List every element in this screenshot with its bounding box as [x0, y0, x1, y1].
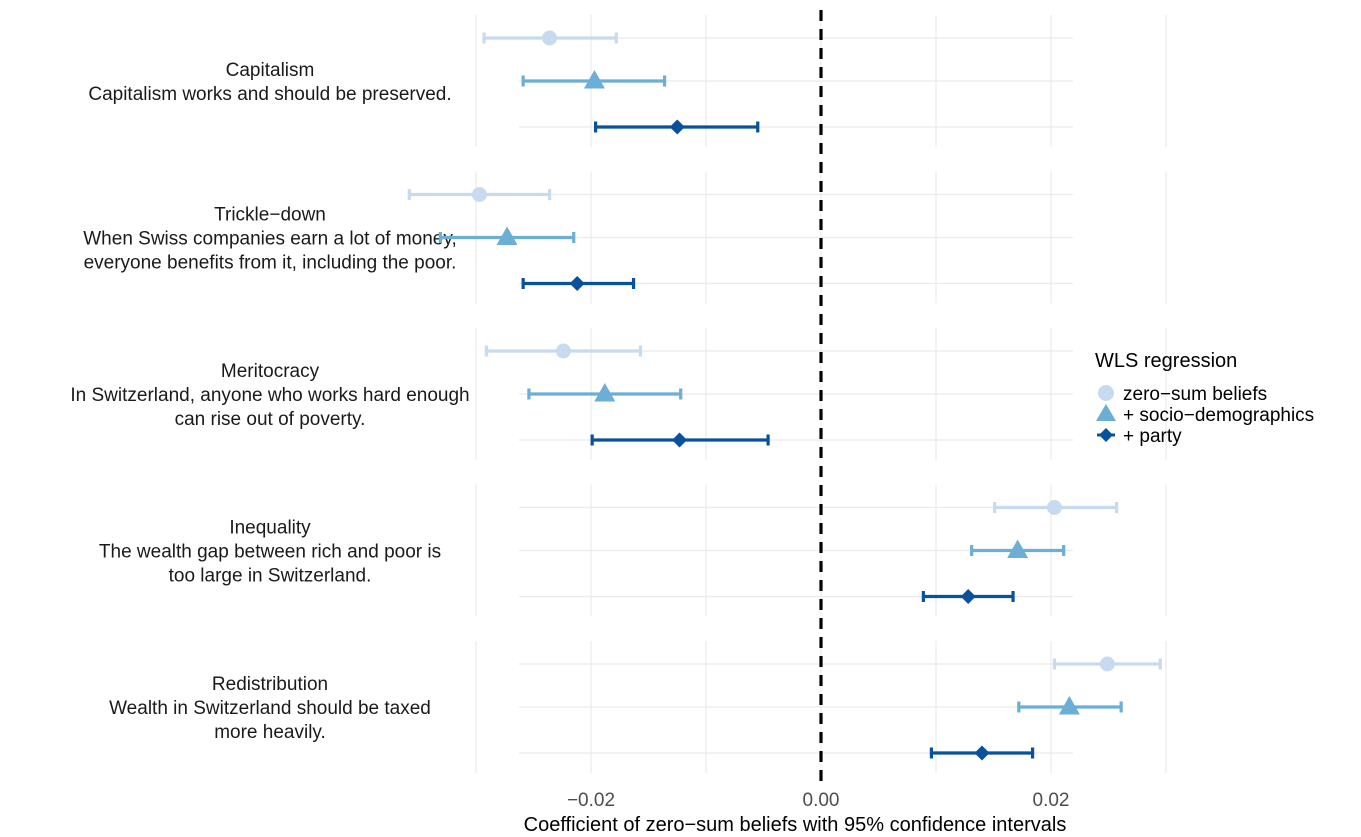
legend: WLS regression zero−sum beliefs+ socio−d…	[1095, 350, 1314, 447]
panel-label-line: Wealth in Switzerland should be taxed	[109, 698, 431, 719]
point-triangle	[583, 70, 605, 89]
point-triangle	[1007, 539, 1029, 558]
panel-label-line: more heavily.	[214, 722, 326, 743]
point-diamond	[960, 589, 976, 604]
legend-label: + socio−demographics	[1123, 405, 1314, 426]
legend-item: zero−sum beliefs	[1098, 384, 1267, 405]
estimate-triangle	[970, 539, 1066, 558]
point-diamond	[672, 432, 688, 448]
panel-label-line: too large in Switzerland.	[169, 566, 372, 587]
x-tick-label: 0.02	[1033, 790, 1070, 811]
estimate-diamond	[590, 432, 770, 448]
panel-label: Meritocracy In Switzerland, anyone who wo…	[70, 361, 469, 430]
legend-items: zero−sum beliefs+ socio−demographics+ pa…	[1096, 384, 1314, 447]
legend-label: + party	[1123, 426, 1182, 447]
point-triangle	[594, 383, 616, 402]
panel-label-line: everyone benefits from it, including the…	[84, 253, 457, 274]
legend-key-circle	[1098, 385, 1114, 401]
panel-label: Trickle−down When Swiss companies earn a …	[83, 205, 457, 274]
estimate-diamond	[521, 276, 636, 291]
point-circle	[1046, 500, 1062, 515]
legend-key-diamond	[1099, 428, 1113, 442]
estimate-triangle	[521, 70, 667, 89]
legend-label: zero−sum beliefs	[1123, 384, 1267, 405]
panel-label-line: Meritocracy	[221, 361, 320, 382]
point-circle	[471, 187, 487, 202]
x-axis-label: Coefficient of zero−sum beliefs with 95%…	[524, 814, 1067, 836]
panel-label: Inequality The wealth gap between rich an…	[99, 518, 441, 587]
estimate-diamond	[929, 745, 1035, 761]
x-tick-label: −0.02	[567, 790, 615, 811]
point-triangle	[496, 226, 518, 245]
legend-title: WLS regression	[1095, 350, 1237, 372]
x-axis-ticks: −0.02 0.00 0.02	[567, 790, 1070, 811]
estimate-diamond	[593, 119, 760, 135]
panel-label-line: Inequality	[229, 518, 311, 539]
panel-label: Redistribution Wealth in Switzerland shou…	[109, 674, 431, 743]
panel-label: Capitalism Capitalism works and should be…	[88, 60, 451, 105]
legend-key-triangle	[1096, 404, 1116, 421]
panel-label-line: can rise out of poverty.	[175, 409, 366, 430]
legend-item: + party	[1097, 426, 1182, 447]
point-diamond	[669, 119, 685, 135]
estimate-triangle	[438, 226, 576, 245]
panel-label-line: Trickle−down	[214, 205, 326, 226]
estimate-circle	[482, 30, 618, 46]
point-diamond	[974, 745, 990, 761]
point-triangle	[1058, 696, 1080, 715]
estimate-circle	[993, 500, 1119, 515]
panel-label-line: When Swiss companies earn a lot of money…	[83, 229, 457, 250]
estimate-circle	[407, 187, 552, 202]
estimate-circle	[484, 343, 643, 359]
panel-label-line: Capitalism	[226, 60, 315, 81]
point-circle	[1099, 656, 1115, 672]
point-diamond	[569, 276, 585, 291]
point-circle	[542, 30, 558, 46]
panel-label-line: Capitalism works and should be preserved…	[88, 84, 451, 105]
marks-layer	[407, 30, 1162, 761]
estimate-circle	[1052, 656, 1162, 672]
legend-item: + socio−demographics	[1096, 404, 1314, 426]
panel-label-line: Redistribution	[212, 674, 328, 695]
panel-label-line: The wealth gap between rich and poor is	[99, 542, 441, 563]
panel-label-line: In Switzerland, anyone who works hard en…	[70, 385, 469, 406]
point-circle	[555, 343, 571, 359]
x-tick-label: 0.00	[803, 790, 840, 811]
estimate-diamond	[921, 589, 1015, 604]
panel-labels: Capitalism Capitalism works and should be…	[70, 60, 469, 743]
estimate-triangle	[527, 383, 683, 402]
estimate-triangle	[1017, 696, 1123, 715]
